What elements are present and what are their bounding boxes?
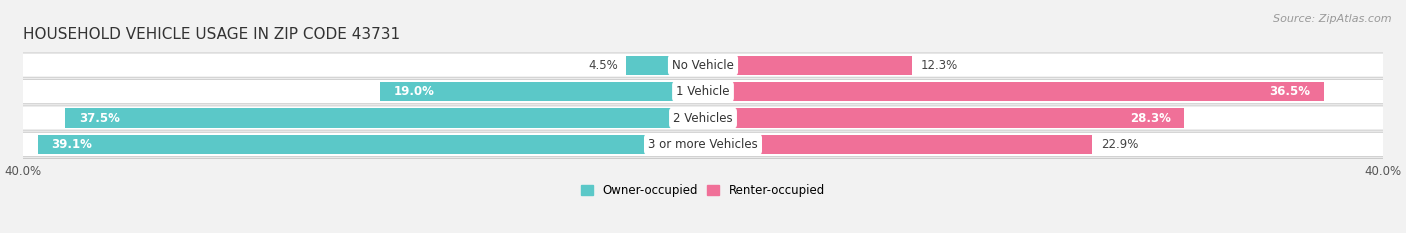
Bar (627, 56, 703, 75)
Text: 39.1%: 39.1% (52, 138, 93, 151)
FancyBboxPatch shape (22, 106, 1384, 130)
Bar (703, 82, 1323, 101)
Text: 4.5%: 4.5% (588, 59, 619, 72)
Bar (703, 56, 912, 75)
Text: 3 or more Vehicles: 3 or more Vehicles (648, 138, 758, 151)
Bar (65, 109, 703, 127)
Bar (38, 135, 703, 154)
Bar (380, 82, 703, 101)
Text: 1 Vehicle: 1 Vehicle (676, 85, 730, 98)
Bar (703, 135, 1092, 154)
Text: 36.5%: 36.5% (1270, 85, 1310, 98)
Text: 12.3%: 12.3% (921, 59, 957, 72)
Text: 28.3%: 28.3% (1130, 112, 1171, 124)
Text: 2 Vehicles: 2 Vehicles (673, 112, 733, 124)
FancyBboxPatch shape (22, 53, 1384, 77)
FancyBboxPatch shape (22, 132, 1384, 157)
Text: No Vehicle: No Vehicle (672, 59, 734, 72)
Legend: Owner-occupied, Renter-occupied: Owner-occupied, Renter-occupied (581, 184, 825, 197)
Text: HOUSEHOLD VEHICLE USAGE IN ZIP CODE 43731: HOUSEHOLD VEHICLE USAGE IN ZIP CODE 4373… (22, 27, 399, 42)
Text: 22.9%: 22.9% (1101, 138, 1139, 151)
Text: 37.5%: 37.5% (79, 112, 120, 124)
Text: Source: ZipAtlas.com: Source: ZipAtlas.com (1274, 14, 1392, 24)
FancyBboxPatch shape (22, 79, 1384, 104)
Text: 19.0%: 19.0% (394, 85, 434, 98)
Bar (703, 109, 1184, 127)
